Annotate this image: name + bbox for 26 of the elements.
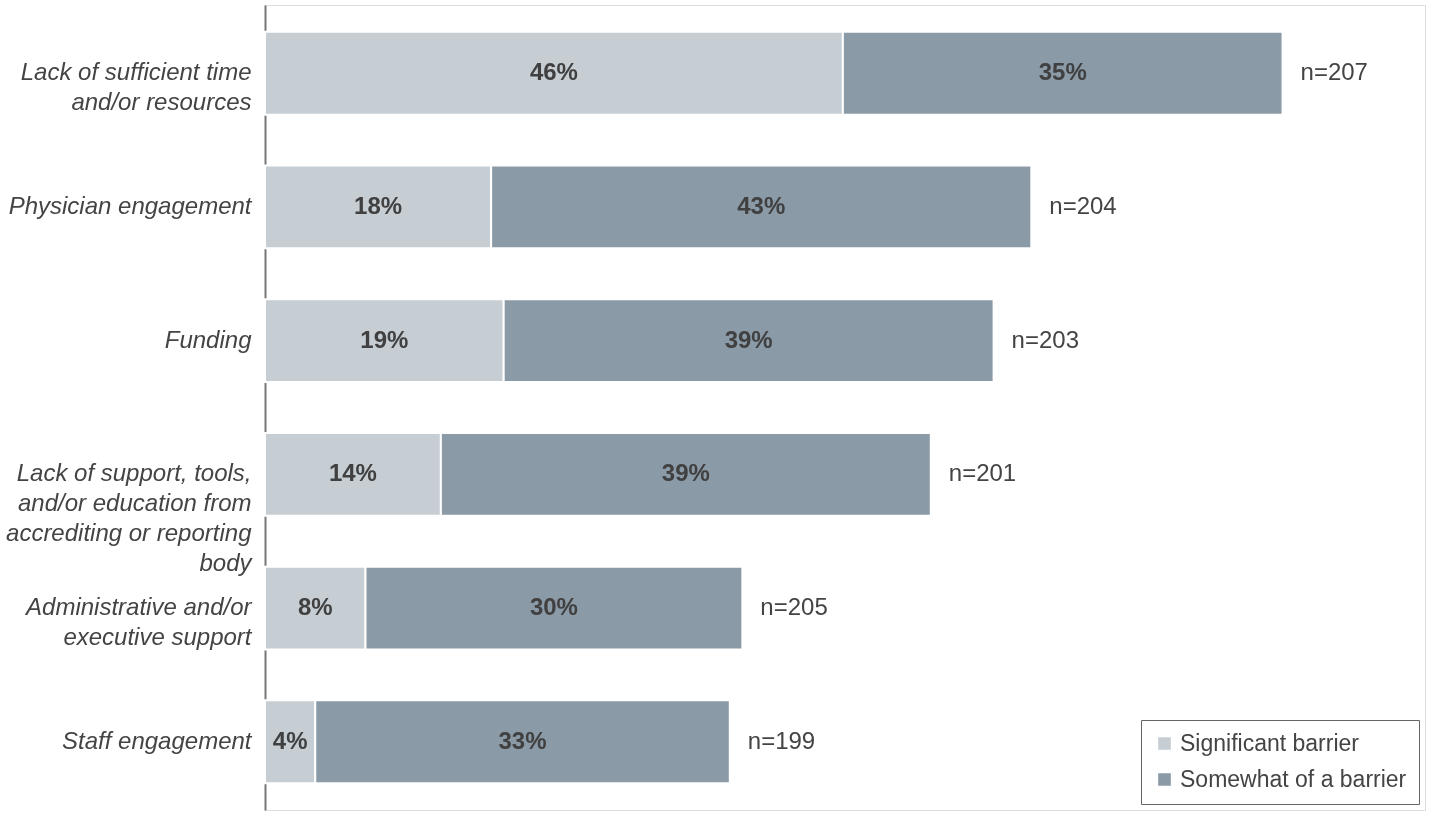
data-label: 30% [529, 593, 578, 621]
data-label: 14% [328, 459, 377, 487]
data-label: 46% [529, 58, 578, 86]
y-tick-label: Administrative and/or executive support [24, 593, 253, 651]
data-label: 33% [498, 726, 547, 754]
annotation: n=203 [1011, 325, 1080, 353]
y-tick-label: Lack of sufficient time and/or resources [20, 58, 252, 116]
annotation: n=204 [1049, 191, 1117, 219]
data-label: 43% [737, 191, 786, 219]
data-label: 8% [297, 593, 333, 621]
data-label: 19% [360, 325, 409, 353]
data-label: 39% [724, 325, 773, 353]
y-tick-label: Funding [164, 325, 253, 353]
annotation: n=199 [747, 726, 816, 754]
data-label: 39% [661, 459, 710, 487]
annotation: n=205 [760, 593, 828, 621]
data-label: 18% [354, 191, 403, 219]
y-tick-label: Physician engagement [8, 191, 253, 219]
legend-label: Somewhat of a barrier [1180, 765, 1407, 792]
annotation: n=201 [948, 459, 1017, 487]
legend-label: Significant barrier [1180, 729, 1360, 756]
annotation: n=207 [1300, 58, 1368, 86]
y-tick-label: Lack of support, tools, and/or education from accrediting or reporting body [6, 459, 254, 577]
data-label: 35% [1038, 58, 1087, 86]
data-label: 4% [272, 726, 308, 754]
y-tick-label: Staff engagement [62, 726, 253, 754]
